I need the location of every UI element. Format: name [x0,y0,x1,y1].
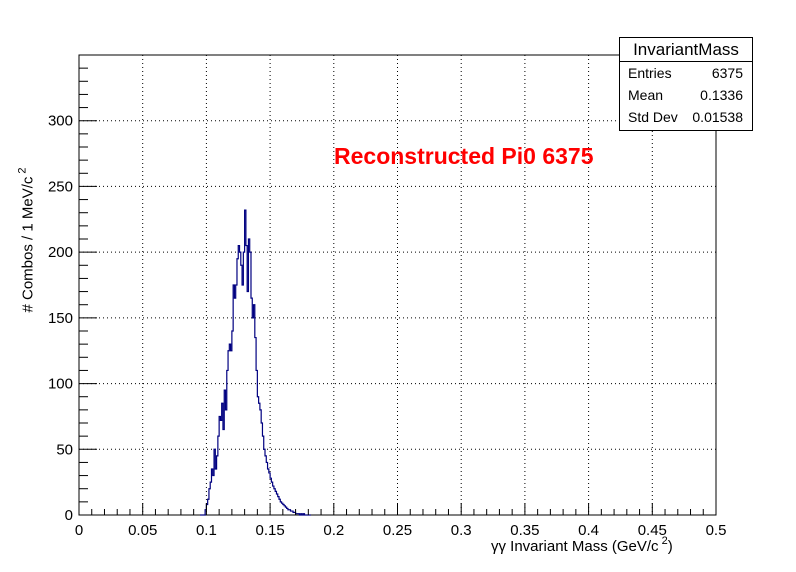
stats-row-std: Std Dev 0.01538 [620,106,752,128]
stats-mean-value: 0.1336 [700,87,743,103]
y-tick-label: 150 [48,310,73,327]
y-tick-label: 0 [65,507,73,524]
y-tick-label: 250 [48,178,73,195]
y-axis-title-superscript: 2 [16,167,29,174]
chart-annotation: Reconstructed Pi0 6375 [334,143,594,169]
x-tick-label: 0.5 [706,522,727,539]
stats-box: InvariantMass Entries 6375 Mean 0.1336 S… [619,37,753,131]
y-axis-title: # Combos / 1 MeV/c 2 [16,167,37,313]
y-tick-label: 300 [48,113,73,130]
x-tick-label: 0.1 [196,522,217,539]
x-axis-title: γγ Invariant Mass (GeV/c 2) [491,535,673,555]
x-tick-label: 0.15 [255,522,284,539]
stats-entries-value: 6375 [711,65,743,81]
x-tick-label: 0.05 [128,522,157,539]
histogram-series [200,209,311,516]
y-axis: 0 50 100 150 200 250 300 [48,54,97,524]
x-axis: 0 0.05 0.1 0.15 0.2 0.25 0.3 0.35 0.4 0.45 0.5 [75,503,727,539]
y-tick-label: 200 [48,244,73,261]
x-tick-label: 0.4 [578,522,599,539]
stats-row-mean: Mean 0.1336 [620,84,752,106]
x-axis-title-superscript: 2 [661,535,668,547]
stats-std-value: 0.01538 [692,109,743,125]
x-tick-label: 0.25 [383,522,412,539]
stats-entries-label: Entries [628,65,672,81]
stats-row-entries: Entries 6375 [620,62,752,84]
stats-std-label: Std Dev [628,109,678,125]
x-tick-label: 0 [75,522,83,539]
y-tick-label: 50 [56,441,73,458]
y-tick-label: 100 [48,376,73,393]
x-tick-label: 0.2 [323,522,344,539]
x-tick-label: 0.45 [638,522,667,539]
x-tick-label: 0.3 [451,522,472,539]
stats-mean-label: Mean [628,87,664,103]
grid-lines [79,55,716,515]
x-tick-label: 0.35 [510,522,539,539]
x-axis-title-text: γγ Invariant Mass (GeV/c [491,538,659,555]
y-axis-title-text: # Combos / 1 MeV/c [19,176,37,313]
histogram-line [200,209,311,516]
stats-title: InvariantMass [620,38,752,62]
x-axis-title-close: ) [667,538,673,555]
